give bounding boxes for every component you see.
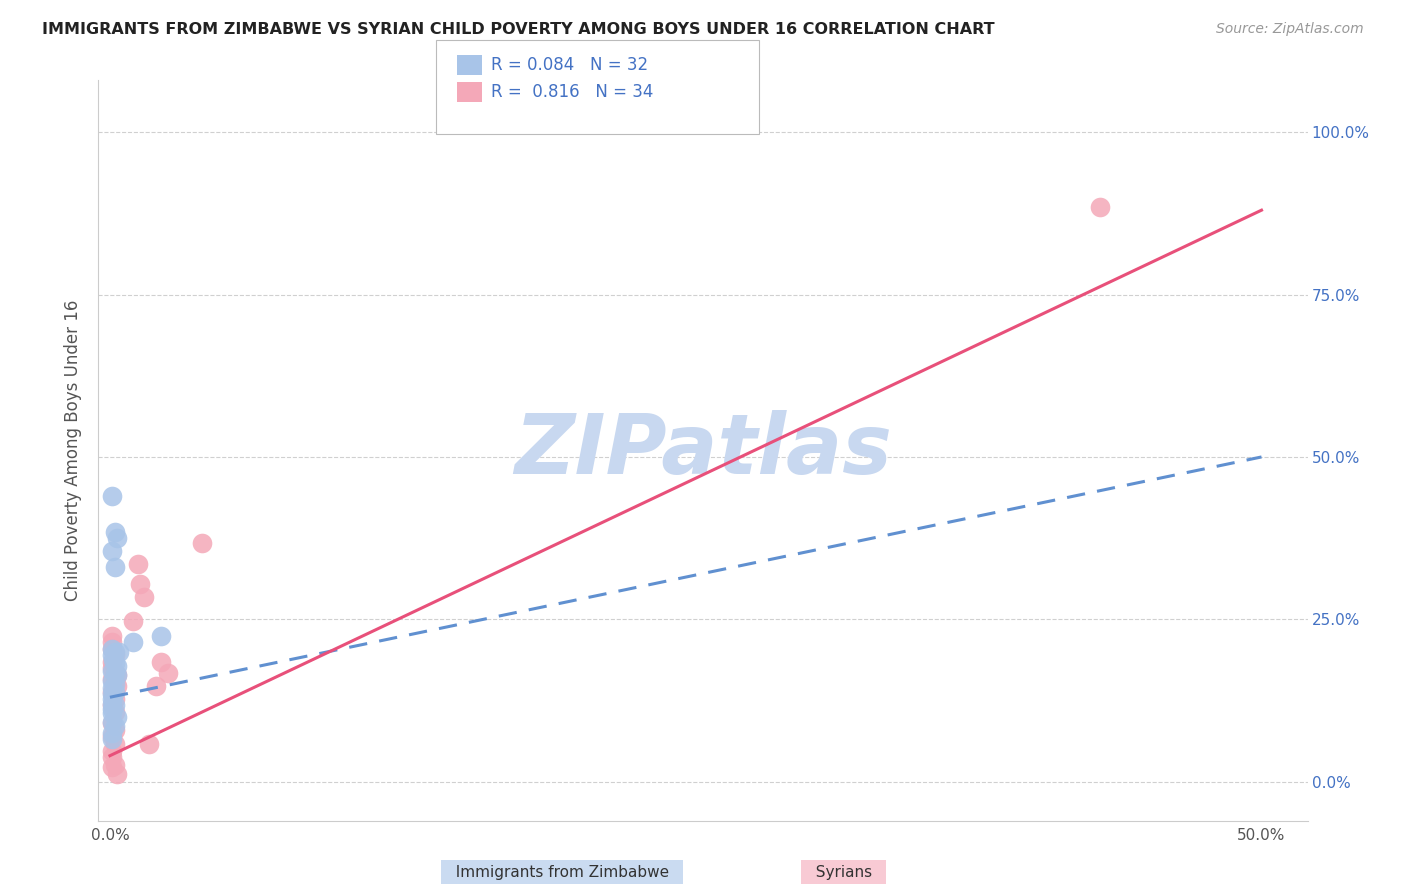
Point xyxy=(101,750,124,764)
Point xyxy=(101,729,124,743)
Point xyxy=(101,489,124,503)
Point xyxy=(103,698,125,712)
Point xyxy=(105,667,128,681)
Text: R =  0.816   N = 34: R = 0.816 N = 34 xyxy=(491,83,652,101)
Point xyxy=(101,726,124,740)
Point xyxy=(191,535,214,549)
Point xyxy=(103,524,125,539)
Point xyxy=(101,732,124,747)
Point xyxy=(103,719,125,733)
Point xyxy=(103,652,125,666)
Point xyxy=(101,665,124,679)
Text: Syrians: Syrians xyxy=(806,865,882,880)
Point xyxy=(103,656,125,670)
Point xyxy=(101,685,124,699)
Point xyxy=(128,576,150,591)
Point xyxy=(101,673,124,688)
Text: IMMIGRANTS FROM ZIMBABWE VS SYRIAN CHILD POVERTY AMONG BOYS UNDER 16 CORRELATION: IMMIGRANTS FROM ZIMBABWE VS SYRIAN CHILD… xyxy=(42,22,995,37)
Point xyxy=(101,760,124,774)
Point xyxy=(122,635,145,649)
Point xyxy=(101,697,124,711)
Point xyxy=(101,641,124,656)
Point xyxy=(103,665,125,680)
Point xyxy=(103,723,125,737)
Text: ZIPatlas: ZIPatlas xyxy=(515,410,891,491)
Point xyxy=(127,557,149,571)
Point xyxy=(105,679,128,693)
Point xyxy=(101,672,124,686)
Point xyxy=(101,714,124,729)
Point xyxy=(101,691,124,706)
Point xyxy=(105,767,128,781)
Point xyxy=(101,655,124,669)
Y-axis label: Child Poverty Among Boys Under 16: Child Poverty Among Boys Under 16 xyxy=(65,300,83,601)
Point xyxy=(149,629,172,643)
Point xyxy=(122,614,145,628)
Point xyxy=(134,590,156,604)
Point xyxy=(101,661,124,675)
Point xyxy=(105,659,128,673)
Text: Source: ZipAtlas.com: Source: ZipAtlas.com xyxy=(1216,22,1364,37)
Point xyxy=(101,702,124,716)
Point xyxy=(105,667,128,681)
Point xyxy=(103,560,125,574)
Point xyxy=(101,648,124,662)
Point xyxy=(103,665,125,680)
Point xyxy=(101,544,124,558)
Point xyxy=(103,758,125,772)
Point xyxy=(1090,200,1112,214)
Point xyxy=(101,635,124,649)
Text: R = 0.084   N = 32: R = 0.084 N = 32 xyxy=(491,56,648,74)
Point xyxy=(101,706,124,721)
Text: Immigrants from Zimbabwe: Immigrants from Zimbabwe xyxy=(446,865,679,880)
Point xyxy=(101,698,124,712)
Point xyxy=(101,641,124,656)
Point xyxy=(105,710,128,724)
Point xyxy=(103,705,125,719)
Point xyxy=(101,681,124,695)
Point xyxy=(103,677,125,691)
Point xyxy=(103,648,125,662)
Point xyxy=(149,655,172,669)
Point xyxy=(101,743,124,757)
Point xyxy=(108,645,131,659)
Point xyxy=(103,645,125,659)
Point xyxy=(156,665,179,680)
Point xyxy=(101,629,124,643)
Point xyxy=(101,716,124,731)
Point xyxy=(101,687,124,701)
Point xyxy=(103,685,125,699)
Point xyxy=(138,737,160,751)
Point xyxy=(103,691,125,706)
Point xyxy=(103,673,125,688)
Point xyxy=(105,531,128,545)
Point xyxy=(145,679,167,693)
Point xyxy=(103,737,125,751)
